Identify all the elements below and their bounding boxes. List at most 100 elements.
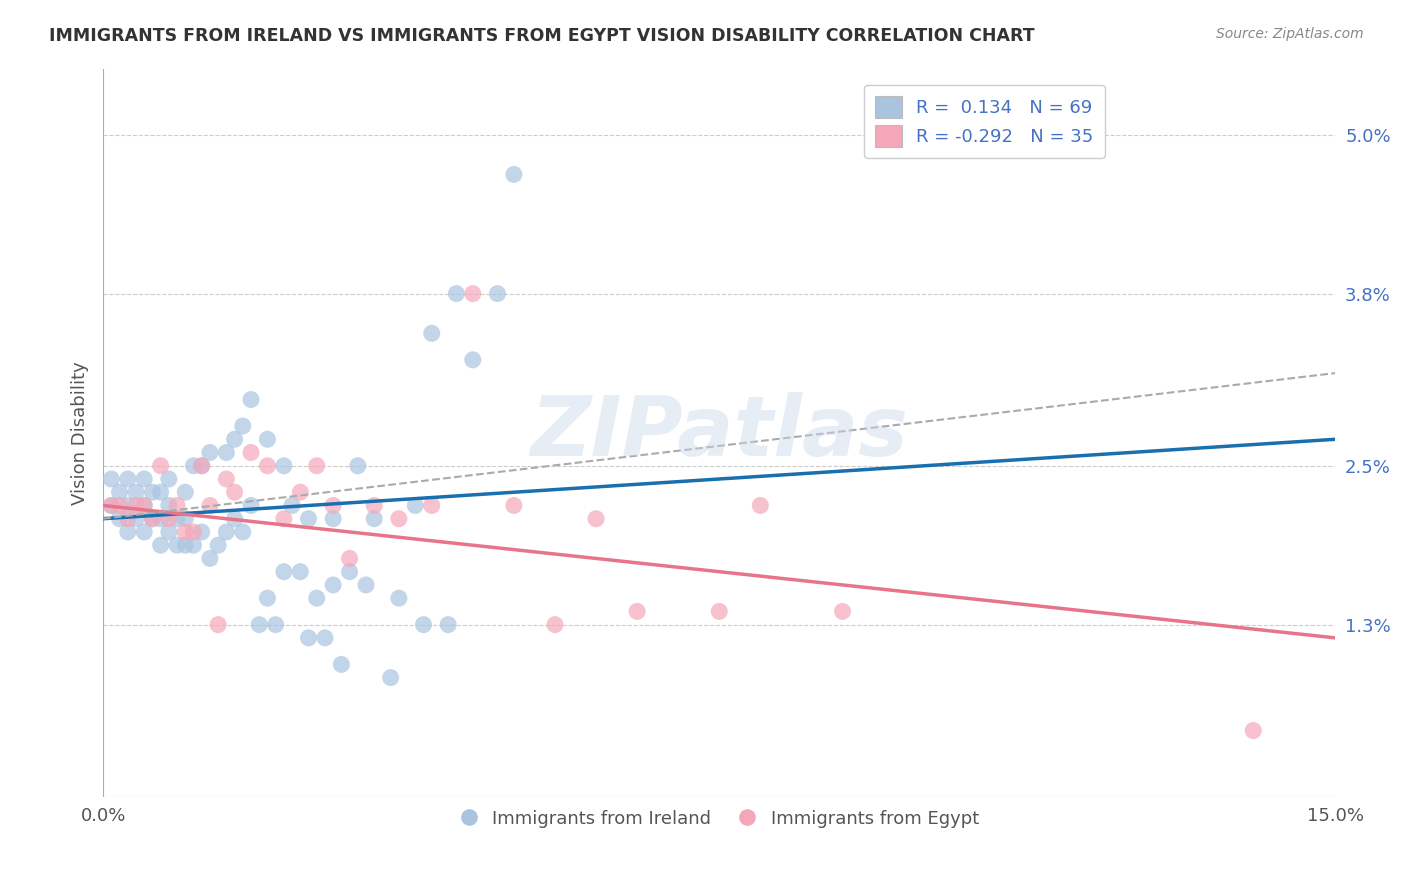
Point <box>585 512 607 526</box>
Legend: Immigrants from Ireland, Immigrants from Egypt: Immigrants from Ireland, Immigrants from… <box>453 803 986 835</box>
Point <box>108 512 131 526</box>
Point <box>117 524 139 539</box>
Point <box>166 538 188 552</box>
Point <box>125 512 148 526</box>
Point <box>388 591 411 606</box>
Point <box>198 499 221 513</box>
Point <box>709 604 731 618</box>
Point <box>149 485 172 500</box>
Point <box>100 499 122 513</box>
Point <box>544 617 567 632</box>
Point <box>305 591 328 606</box>
Point <box>134 499 156 513</box>
Text: Source: ZipAtlas.com: Source: ZipAtlas.com <box>1216 27 1364 41</box>
Point <box>134 499 156 513</box>
Point <box>486 286 509 301</box>
Point <box>141 512 163 526</box>
Point <box>412 617 434 632</box>
Point <box>174 512 197 526</box>
Point <box>626 604 648 618</box>
Point <box>215 524 238 539</box>
Point <box>149 512 172 526</box>
Point <box>224 432 246 446</box>
Point <box>297 631 319 645</box>
Point <box>461 286 484 301</box>
Point <box>461 352 484 367</box>
Point <box>330 657 353 672</box>
Point <box>232 419 254 434</box>
Point <box>174 538 197 552</box>
Point <box>339 565 361 579</box>
Point <box>100 499 122 513</box>
Point <box>273 512 295 526</box>
Point <box>174 524 197 539</box>
Point <box>207 617 229 632</box>
Point <box>305 458 328 473</box>
Point <box>157 512 180 526</box>
Point <box>247 617 270 632</box>
Point <box>502 168 524 182</box>
Point <box>215 472 238 486</box>
Point <box>256 432 278 446</box>
Point <box>420 326 443 341</box>
Point <box>446 286 468 301</box>
Point <box>339 551 361 566</box>
Point <box>117 512 139 526</box>
Text: IMMIGRANTS FROM IRELAND VS IMMIGRANTS FROM EGYPT VISION DISABILITY CORRELATION C: IMMIGRANTS FROM IRELAND VS IMMIGRANTS FR… <box>49 27 1035 45</box>
Point <box>224 512 246 526</box>
Point <box>240 445 263 459</box>
Point <box>363 499 385 513</box>
Point <box>380 671 402 685</box>
Point <box>388 512 411 526</box>
Point <box>354 578 377 592</box>
Point <box>198 445 221 459</box>
Point <box>100 472 122 486</box>
Y-axis label: Vision Disability: Vision Disability <box>72 360 89 505</box>
Point <box>134 524 156 539</box>
Point <box>314 631 336 645</box>
Point <box>183 458 205 473</box>
Point <box>108 485 131 500</box>
Point <box>232 524 254 539</box>
Point <box>1241 723 1264 738</box>
Point <box>141 485 163 500</box>
Point <box>198 551 221 566</box>
Point <box>346 458 368 473</box>
Point <box>363 512 385 526</box>
Point <box>183 538 205 552</box>
Point <box>215 445 238 459</box>
Point <box>290 565 312 579</box>
Point <box>322 512 344 526</box>
Point <box>141 512 163 526</box>
Point <box>117 499 139 513</box>
Point <box>240 392 263 407</box>
Point <box>831 604 853 618</box>
Point <box>157 499 180 513</box>
Point <box>134 472 156 486</box>
Point <box>174 485 197 500</box>
Point <box>207 538 229 552</box>
Point <box>157 524 180 539</box>
Point <box>117 472 139 486</box>
Point <box>256 458 278 473</box>
Point <box>404 499 426 513</box>
Point <box>240 499 263 513</box>
Point <box>157 472 180 486</box>
Point <box>183 524 205 539</box>
Point <box>322 578 344 592</box>
Point <box>437 617 460 632</box>
Point <box>297 512 319 526</box>
Point <box>749 499 772 513</box>
Point <box>420 499 443 513</box>
Point <box>190 458 212 473</box>
Point <box>502 499 524 513</box>
Point <box>108 499 131 513</box>
Point <box>149 538 172 552</box>
Point <box>149 458 172 473</box>
Point <box>166 512 188 526</box>
Point <box>190 458 212 473</box>
Point <box>273 458 295 473</box>
Point <box>290 485 312 500</box>
Point <box>125 499 148 513</box>
Point <box>273 565 295 579</box>
